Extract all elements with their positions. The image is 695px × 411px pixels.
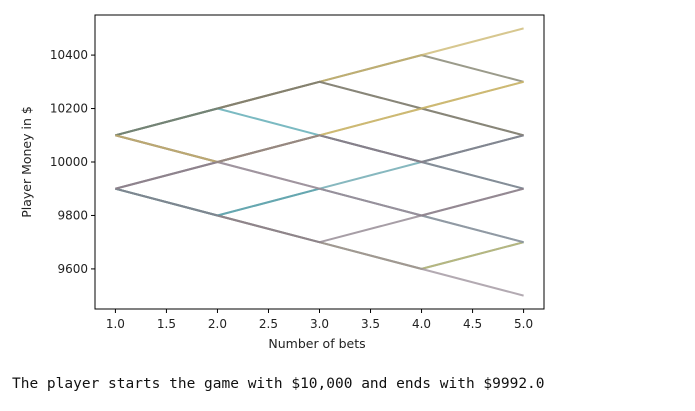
y-tick-label: 10200 (50, 102, 88, 116)
x-tick-label: 4.0 (412, 317, 431, 331)
y-axis: 9600 9800 10000 10200 10400 (50, 48, 95, 276)
x-tick-label: 1.5 (157, 317, 176, 331)
series-line-15 (115, 134, 524, 190)
series-line-1 (115, 54, 524, 137)
y-tick-label: 9800 (57, 208, 88, 222)
series-line-14 (115, 187, 524, 244)
series-line-17 (115, 80, 524, 163)
plot-frame (94, 14, 545, 310)
series-line-9 (115, 107, 524, 190)
series-line-2 (115, 80, 524, 163)
series-line-16 (115, 80, 524, 137)
series-line-5 (115, 187, 524, 270)
y-tick-label: 9600 (57, 262, 88, 276)
series-line-10 (115, 187, 524, 244)
chart-area: 1.0 1.5 2.0 2.5 3.0 3.5 4.0 4.5 5.0 9600 9800 1000… (19, 14, 545, 351)
series-line-18 (115, 134, 524, 190)
x-tick-label: 3.0 (310, 317, 329, 331)
x-tick-label: 3.5 (361, 317, 380, 331)
x-tick-label: 2.0 (208, 317, 227, 331)
series-lines (115, 27, 524, 297)
series-line-4 (115, 80, 524, 137)
series-line-13 (115, 161, 524, 244)
series-line-8 (115, 134, 524, 190)
y-tick-label: 10400 (50, 48, 88, 62)
output-message: The player starts the game with $10,000 … (12, 376, 545, 392)
x-tick-label: 4.5 (463, 317, 482, 331)
x-tick-label: 1.0 (106, 317, 125, 331)
series-line-12 (115, 134, 524, 217)
x-tick-label: 2.5 (259, 317, 278, 331)
x-tick-label: 5.0 (514, 317, 533, 331)
y-axis-label: Player Money in $ (19, 106, 34, 218)
x-axis: 1.0 1.5 2.0 2.5 3.0 3.5 4.0 4.5 5.0 (106, 309, 533, 331)
series-line-11 (115, 134, 524, 217)
y-tick-label: 10000 (50, 155, 88, 169)
x-axis-label: Number of bets (268, 336, 365, 351)
series-line-6 (115, 187, 524, 270)
